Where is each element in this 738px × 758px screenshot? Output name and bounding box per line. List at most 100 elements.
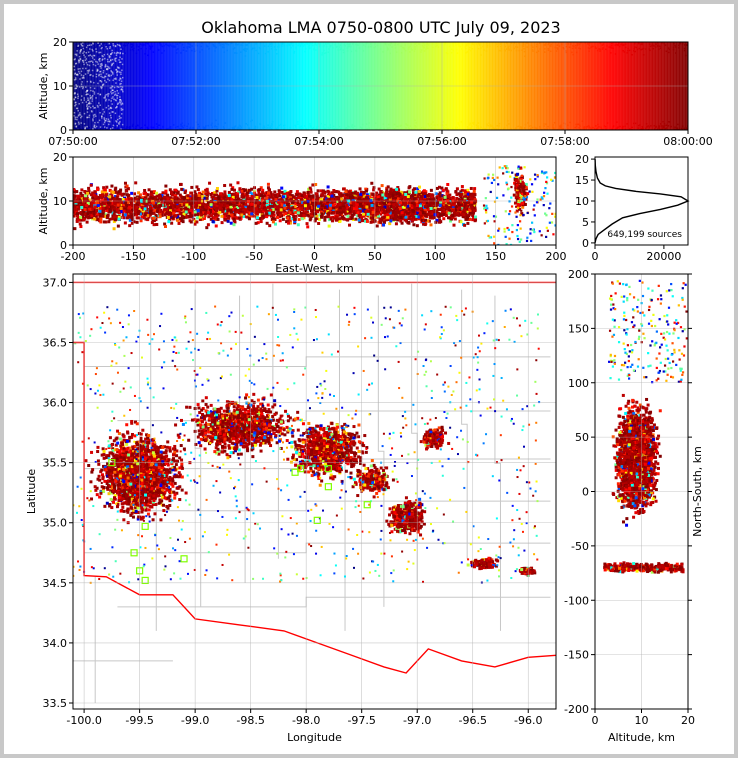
ew-point — [469, 186, 473, 190]
time-point — [309, 42, 311, 45]
time-point — [611, 42, 613, 45]
time-point — [645, 48, 647, 50]
ew-point — [75, 206, 79, 210]
sparse-gap — [92, 75, 94, 77]
ew-point — [198, 218, 202, 222]
time-point — [554, 46, 557, 49]
time-point — [275, 49, 278, 51]
ew-point — [415, 224, 419, 228]
time-point — [361, 127, 363, 129]
time-point — [294, 124, 296, 127]
sparse-gap — [75, 62, 77, 65]
time-point — [516, 125, 518, 128]
time-point — [590, 128, 592, 130]
ew-point — [320, 207, 324, 211]
time-point — [506, 120, 509, 122]
ew-point — [306, 225, 310, 229]
time-point — [98, 54, 100, 56]
time-point — [414, 46, 416, 48]
sparse-gap — [108, 67, 111, 70]
time-point — [108, 127, 111, 130]
time-point — [348, 43, 350, 46]
time-point — [637, 124, 640, 127]
sparse-gap — [109, 87, 112, 89]
time-point — [158, 124, 161, 126]
time-point — [423, 50, 426, 52]
time-point — [234, 52, 236, 54]
time-point — [199, 51, 201, 53]
sparse-gap — [113, 98, 115, 100]
time-point — [393, 127, 396, 130]
sparse-gap — [111, 71, 113, 73]
time-point — [656, 128, 659, 130]
ew-point — [421, 195, 425, 199]
time-point — [93, 127, 95, 130]
sparse-gap — [116, 43, 119, 46]
time-point — [189, 127, 191, 130]
sparse-gap — [90, 60, 93, 62]
ew-point — [471, 214, 475, 218]
time-point — [455, 44, 457, 46]
ew-point — [145, 202, 149, 206]
sparse-gap — [99, 104, 101, 106]
ew-point — [266, 182, 270, 186]
sparse-gap — [82, 47, 85, 50]
sparse-gap — [101, 117, 103, 119]
sparse-gap — [100, 115, 103, 118]
time-point — [240, 128, 242, 130]
time-point — [335, 46, 338, 48]
time-point — [132, 123, 134, 126]
ew-point — [204, 188, 208, 192]
ew-point — [103, 212, 107, 216]
time-point — [146, 128, 149, 130]
time-point — [176, 125, 179, 128]
time-point — [539, 48, 541, 50]
time-point — [277, 46, 280, 48]
time-point — [601, 48, 604, 50]
ew-point — [452, 204, 456, 208]
time-point — [176, 43, 179, 45]
sparse-gap — [89, 94, 91, 97]
time-point — [86, 44, 89, 46]
sparse-gap — [113, 78, 116, 80]
ew-point — [273, 200, 277, 204]
ew-point — [183, 190, 187, 194]
time-point — [569, 42, 572, 45]
ew-point — [112, 227, 116, 231]
time-point — [595, 128, 598, 130]
sparse-gap — [81, 45, 84, 47]
time-point — [251, 48, 253, 51]
time-point — [150, 128, 153, 130]
ew-point — [292, 195, 296, 199]
time-point — [101, 128, 103, 130]
time-point — [314, 43, 316, 46]
sparse-gap — [83, 123, 86, 125]
time-point — [271, 43, 273, 46]
ew-point — [422, 214, 426, 218]
time-point — [379, 128, 381, 130]
time-point — [173, 46, 176, 48]
ew-point — [92, 201, 96, 205]
time-point — [500, 45, 502, 48]
time-point — [589, 126, 591, 129]
ew-point — [227, 214, 231, 218]
time-point — [431, 43, 434, 45]
time-point — [137, 128, 140, 130]
time-point — [665, 124, 668, 127]
sparse-gap — [109, 55, 111, 58]
time-point — [393, 123, 396, 126]
ew-point — [213, 191, 217, 195]
time-point — [539, 42, 541, 45]
sparse-gap — [106, 58, 109, 61]
sparse-gap — [89, 86, 92, 89]
ew-point — [332, 188, 336, 192]
time-point — [469, 128, 472, 130]
ew-point — [75, 210, 79, 214]
time-point — [430, 127, 432, 129]
ew-point — [78, 211, 82, 215]
ew-point — [250, 195, 254, 199]
time-point — [139, 127, 142, 129]
ew-point — [437, 220, 441, 224]
time-point — [387, 43, 390, 46]
ew-point — [468, 198, 472, 202]
